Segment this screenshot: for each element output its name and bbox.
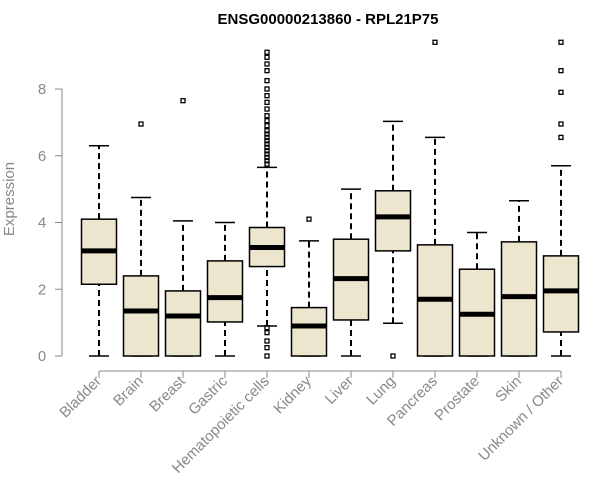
outlier-point	[264, 134, 270, 141]
outlier-point	[264, 151, 270, 157]
box-iqr	[542, 255, 580, 333]
x-tick-label: Breast	[146, 372, 189, 415]
box-group	[458, 231, 496, 357]
x-tick-label: Bladder	[56, 373, 105, 422]
box-group	[332, 188, 370, 357]
outlier-point	[264, 93, 270, 99]
x-tick-label: Brain	[110, 373, 147, 410]
outlier-point	[264, 158, 270, 164]
box-iqr	[206, 260, 244, 323]
outlier-point	[264, 148, 270, 154]
outlier-point	[306, 216, 312, 222]
outlier-point	[180, 98, 186, 104]
outlier-point	[264, 61, 270, 67]
x-tick-label: Liver	[322, 373, 357, 408]
outlier-point	[558, 67, 564, 74]
outlier-point	[264, 329, 270, 336]
outlier-point	[558, 89, 564, 95]
y-tick-label: 2	[38, 281, 46, 298]
outlier-point	[264, 106, 270, 112]
outlier-point	[264, 154, 270, 161]
outlier-point	[390, 353, 396, 359]
outlier-point	[432, 39, 438, 45]
outlier-point	[264, 138, 270, 144]
outlier-point	[264, 49, 270, 55]
box-group	[290, 216, 328, 357]
y-tick-label: 0	[38, 348, 46, 365]
y-tick-label: 4	[38, 215, 46, 232]
box-group	[542, 39, 580, 357]
outlier-point	[264, 54, 270, 60]
chart-title: ENSG00000213860 - RPL21P75	[218, 11, 439, 28]
box-group	[500, 200, 538, 357]
box-group	[122, 121, 160, 357]
outlier-point	[264, 67, 270, 74]
box-iqr	[290, 306, 328, 357]
outlier-point	[264, 118, 270, 124]
outlier-point	[264, 144, 270, 151]
x-tick-label: Kidney	[270, 372, 315, 417]
boxplot-series	[80, 39, 580, 359]
box-group	[80, 144, 118, 357]
box-group	[206, 221, 244, 357]
outlier-point	[264, 86, 270, 92]
box-group	[248, 49, 286, 359]
outlier-point	[264, 128, 270, 134]
outlier-point	[264, 353, 270, 359]
x-tick-label: Prostate	[431, 373, 483, 425]
y-tick-label: 8	[38, 81, 46, 98]
outlier-point	[264, 131, 270, 137]
outlier-point	[264, 99, 270, 105]
box-iqr	[374, 190, 412, 252]
outlier-point	[264, 345, 270, 351]
outlier-point	[264, 324, 270, 331]
outlier-point	[264, 113, 270, 119]
y-axis-ticks: 0 2 4 6 8	[38, 81, 62, 365]
y-tick-label: 6	[38, 148, 46, 165]
x-tick-label: Lung	[363, 373, 399, 409]
box-group	[164, 98, 202, 357]
outlier-point	[264, 123, 270, 129]
outlier-point	[264, 161, 270, 167]
box-iqr	[122, 275, 160, 357]
box-group	[374, 120, 412, 359]
outlier-point	[138, 121, 144, 127]
outlier-point	[264, 141, 270, 147]
outlier-point	[264, 78, 270, 84]
box-group	[416, 39, 454, 357]
outlier-point	[558, 121, 564, 127]
x-tick-label: Skin	[492, 373, 525, 406]
outlier-point	[558, 134, 564, 141]
box-iqr	[164, 290, 202, 357]
y-axis-title: Expression	[1, 162, 18, 236]
outlier-point	[264, 338, 270, 344]
outlier-point	[558, 39, 564, 45]
